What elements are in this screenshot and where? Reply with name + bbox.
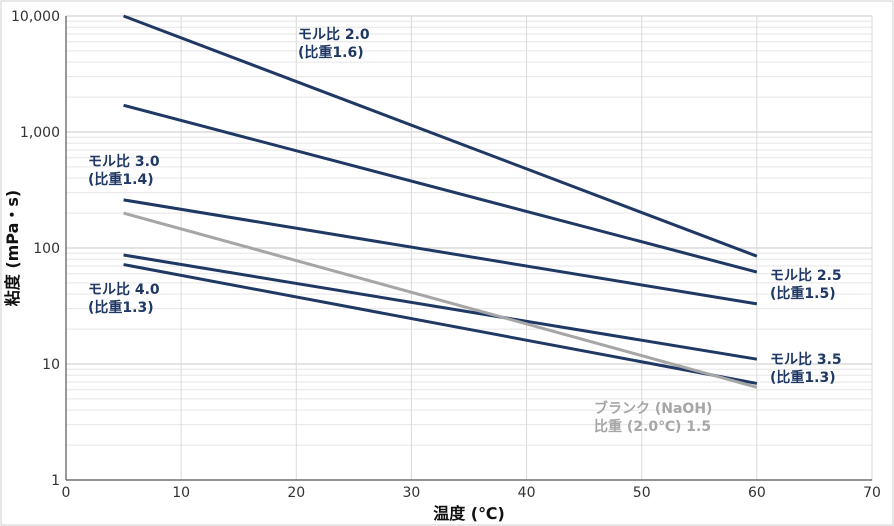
series-annotation-5: モル比 3.5 (比重1.3) (770, 351, 842, 386)
series-annotation-4: モル比 2.5 (比重1.5) (770, 267, 842, 302)
x-tick-label: 40 (518, 485, 536, 501)
annotation-line: モル比 3.5 (770, 351, 842, 368)
x-tick-label: 20 (287, 485, 305, 501)
series-line-5 (123, 263, 758, 385)
y-tick-label: 100 (33, 241, 60, 257)
axes: 0 10 20 30 40 50 60 70 1 10 100 1,000 10,000 (11, 9, 881, 501)
annotations: モル比 2.0 (比重1.6)モル比 3.0 (比重1.4)モル比 4.0 (比重1.… (88, 26, 842, 435)
series-line-6 (123, 211, 758, 389)
annotation-line: モル比 4.0 (88, 281, 160, 298)
annotation-line: モル比 2.0 (298, 26, 370, 43)
x-tick-label: 10 (172, 485, 190, 501)
annotation-line: (比重1.3) (88, 299, 154, 316)
annotation-line: 比重 (2.0℃) 1.5 (594, 418, 711, 435)
x-axis-title: 温度 (℃) (432, 504, 505, 523)
series-annotation-1: モル比 2.0 (比重1.6) (298, 26, 370, 61)
x-tick-label: 60 (748, 485, 766, 501)
annotation-line: モル比 3.0 (88, 153, 160, 170)
y-tick-label: 10 (42, 357, 60, 373)
annotation-line: モル比 2.5 (770, 267, 842, 284)
y-tick-label: 1,000 (20, 125, 60, 141)
series-line-4 (123, 253, 758, 361)
x-tick-label: 50 (633, 485, 651, 501)
x-tick-label: 0 (62, 485, 71, 501)
series-line-1 (123, 14, 758, 258)
series-annotation-3: モル比 4.0 (比重1.3) (88, 281, 160, 316)
annotation-line: ブランク (NaOH) (594, 400, 712, 417)
series-line-3 (123, 198, 758, 306)
series-annotation-6: ブランク (NaOH)比重 (2.0℃) 1.5 (594, 400, 712, 435)
annotation-line: (比重1.5) (770, 285, 836, 302)
y-tick-label: 10,000 (11, 9, 60, 25)
x-tick-label: 70 (863, 485, 881, 501)
y-axis-title: 粘度 (mPa・s) (3, 190, 22, 307)
series-layer (123, 14, 758, 389)
x-tick-label: 30 (403, 485, 421, 501)
annotation-line: (比重1.3) (770, 369, 836, 386)
series-line-2 (123, 103, 758, 274)
annotation-line: (比重1.6) (298, 44, 364, 61)
series-annotation-2: モル比 3.0 (比重1.4) (88, 153, 160, 188)
annotation-line: (比重1.4) (88, 171, 154, 188)
y-tick-label: 1 (51, 473, 60, 489)
grid (65, 15, 873, 481)
